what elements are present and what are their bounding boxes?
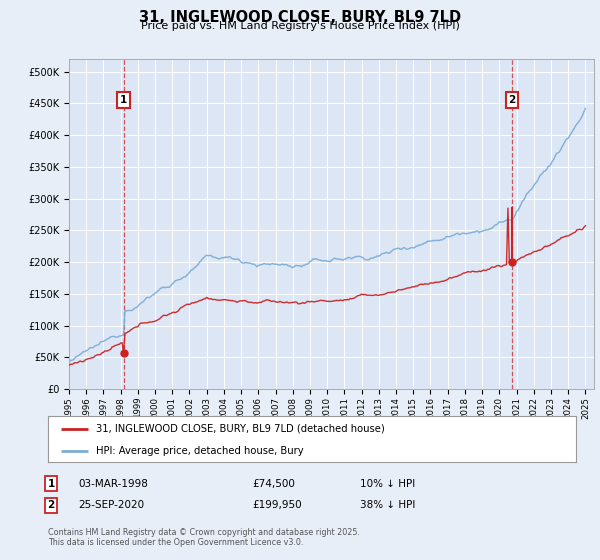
Text: 10% ↓ HPI: 10% ↓ HPI bbox=[360, 479, 415, 489]
Text: 2: 2 bbox=[508, 95, 515, 105]
Text: 2: 2 bbox=[47, 500, 55, 510]
Text: 03-MAR-1998: 03-MAR-1998 bbox=[78, 479, 148, 489]
Text: 1: 1 bbox=[47, 479, 55, 489]
Text: 31, INGLEWOOD CLOSE, BURY, BL9 7LD: 31, INGLEWOOD CLOSE, BURY, BL9 7LD bbox=[139, 10, 461, 25]
Text: 1: 1 bbox=[120, 95, 127, 105]
Text: HPI: Average price, detached house, Bury: HPI: Average price, detached house, Bury bbox=[95, 446, 303, 455]
Text: 31, INGLEWOOD CLOSE, BURY, BL9 7LD (detached house): 31, INGLEWOOD CLOSE, BURY, BL9 7LD (deta… bbox=[95, 424, 384, 434]
Text: £199,950: £199,950 bbox=[252, 500, 302, 510]
Text: £74,500: £74,500 bbox=[252, 479, 295, 489]
Text: 25-SEP-2020: 25-SEP-2020 bbox=[78, 500, 144, 510]
Text: 38% ↓ HPI: 38% ↓ HPI bbox=[360, 500, 415, 510]
Text: Contains HM Land Registry data © Crown copyright and database right 2025.
This d: Contains HM Land Registry data © Crown c… bbox=[48, 528, 360, 547]
Text: Price paid vs. HM Land Registry's House Price Index (HPI): Price paid vs. HM Land Registry's House … bbox=[140, 21, 460, 31]
